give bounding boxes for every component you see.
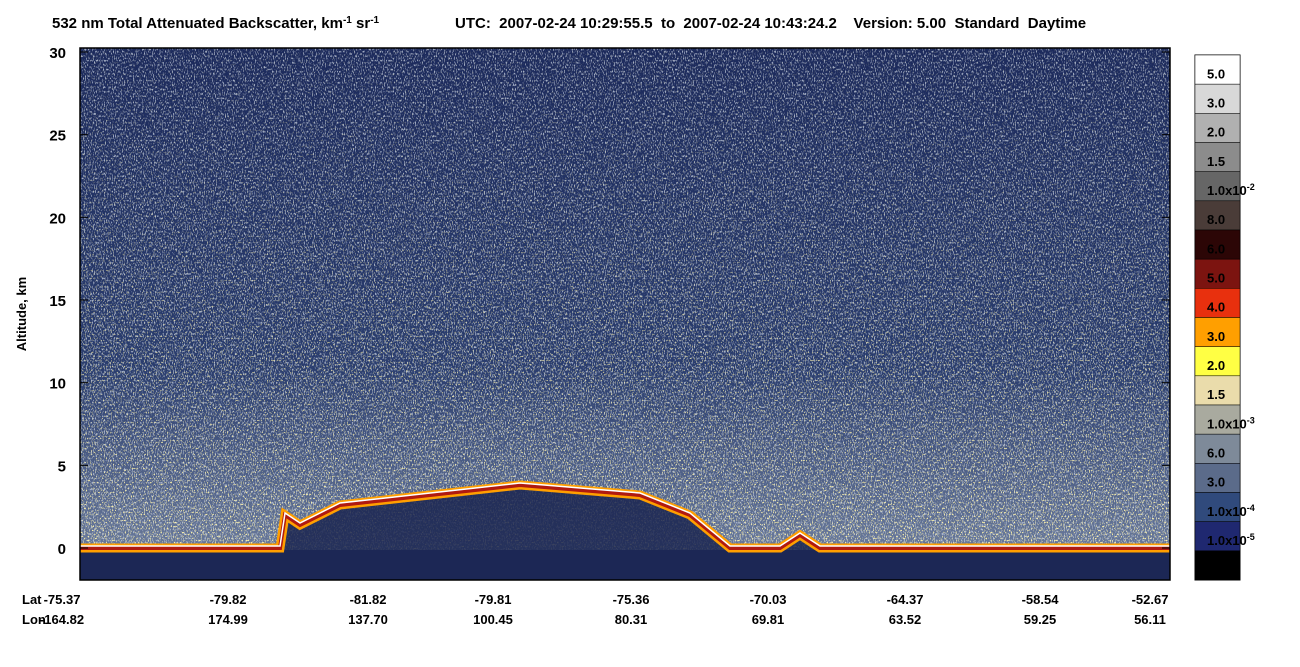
x-tick-label: -75.36 xyxy=(613,592,650,607)
y-tick-label: 30 xyxy=(49,45,66,62)
title-part: 532 nm Total Attenuated Backscatter, km xyxy=(52,15,343,32)
colorbar-mantissa: 1.0x10 xyxy=(1207,504,1247,519)
x-tick-label: 63.52 xyxy=(889,612,922,627)
colorbar-swatch xyxy=(1194,200,1241,231)
y-tick-label: 10 xyxy=(49,376,66,393)
colorbar-label: 4.0 xyxy=(1207,300,1225,315)
x-tick-label: -64.37 xyxy=(887,592,924,607)
colorbar-swatch xyxy=(1194,463,1241,493)
colorbar-label: 6.0 xyxy=(1207,241,1225,256)
x-tick-label: 137.70 xyxy=(348,612,388,627)
colorbar-swatch xyxy=(1194,521,1241,552)
y-tick-label: 25 xyxy=(49,128,66,145)
colorbar-swatch xyxy=(1194,550,1241,581)
colorbar-swatch xyxy=(1194,317,1241,347)
colorbar-swatch xyxy=(1194,171,1241,202)
x-tick-label: -58.54 xyxy=(1022,592,1060,607)
colorbar-label: 1.0x10-4 xyxy=(1207,503,1255,519)
title-part: sr xyxy=(352,15,371,32)
x-tick-label: -75.37 xyxy=(44,592,81,607)
x-tick-label: 69.81 xyxy=(752,612,785,627)
x-tick-label: -70.03 xyxy=(750,592,787,607)
colorbar-label: 1.5 xyxy=(1207,387,1225,402)
x-row-name: Lon xyxy=(22,612,46,627)
colorbar-label: 3.0 xyxy=(1207,96,1225,111)
colorbar-label: 2.0 xyxy=(1207,358,1225,373)
x-tick-label: -52.67 xyxy=(1132,592,1169,607)
colorbar-label: 6.0 xyxy=(1207,446,1225,461)
colorbar-swatch xyxy=(1194,142,1241,172)
colorbar-label: 5.0 xyxy=(1207,271,1225,286)
colorbar-swatch xyxy=(1194,433,1241,464)
x-tick-label: 56.11 xyxy=(1134,612,1166,627)
colorbar-label: 2.0 xyxy=(1207,125,1225,140)
colorbar-label: 1.5 xyxy=(1207,154,1225,169)
chart-subtitle: UTC: 2007-02-24 10:29:55.5 to 2007-02-24… xyxy=(455,15,1086,32)
colorbar-swatch xyxy=(1194,83,1241,114)
backscatter-image xyxy=(80,48,1170,580)
colorbar-exponent: -5 xyxy=(1247,532,1255,542)
y-axis-label: Altitude, km xyxy=(14,277,29,351)
x-tick-label: 80.31 xyxy=(615,612,648,627)
x-tick-label: 59.25 xyxy=(1024,612,1057,627)
colorbar-swatch xyxy=(1194,113,1241,143)
plot-frame xyxy=(79,47,1171,581)
x-tick-label: -81.82 xyxy=(350,592,387,607)
colorbar-label: 1.0x10-3 xyxy=(1207,415,1255,431)
surface-highlight xyxy=(80,482,1170,547)
colorbar-label: 3.0 xyxy=(1207,475,1225,490)
colorbar-swatch xyxy=(1194,229,1241,260)
colorbar-label: 8.0 xyxy=(1207,212,1225,227)
x-row-name: Lat xyxy=(22,592,42,607)
colorbar-mantissa: 1.0x10 xyxy=(1207,533,1247,548)
below-surface xyxy=(80,485,1170,580)
x-tick-label: -79.81 xyxy=(475,592,512,607)
y-tick-label: 15 xyxy=(49,293,66,310)
colorbar-label: 3.0 xyxy=(1207,329,1225,344)
colorbar-exponent: -4 xyxy=(1247,503,1255,513)
colorbar-label: 5.0 xyxy=(1207,66,1225,81)
colorbar-exponent: -3 xyxy=(1247,415,1255,425)
colorbar-exponent: -2 xyxy=(1247,182,1255,192)
colorbar-label: 1.0x10-2 xyxy=(1207,182,1255,198)
colorbar-label: 1.0x10-5 xyxy=(1207,532,1255,548)
colorbar-swatch xyxy=(1194,346,1241,377)
colorbar-swatch xyxy=(1194,258,1241,289)
x-tick-label: -164.82 xyxy=(40,612,84,627)
x-tick-label: 174.99 xyxy=(208,612,248,627)
y-tick-label: 20 xyxy=(49,210,66,227)
colorbar-swatch xyxy=(1194,288,1241,318)
colorbar-mantissa: 1.0x10 xyxy=(1207,183,1247,198)
y-tick-label: 5 xyxy=(58,458,66,475)
colorbar-swatch xyxy=(1194,54,1241,85)
colorbar-swatch xyxy=(1194,375,1241,406)
colorbar-swatch xyxy=(1194,404,1241,435)
colorbar-mantissa: 1.0x10 xyxy=(1207,416,1247,431)
y-tick-label: 0 xyxy=(58,541,66,558)
chart-title: 532 nm Total Attenuated Backscatter, km-… xyxy=(52,15,380,33)
colorbar-swatch xyxy=(1194,492,1241,522)
title-exponent: -1 xyxy=(343,15,352,26)
x-tick-label: -79.82 xyxy=(210,592,247,607)
title-exponent: -1 xyxy=(370,15,379,26)
x-tick-label: 100.45 xyxy=(473,612,513,627)
